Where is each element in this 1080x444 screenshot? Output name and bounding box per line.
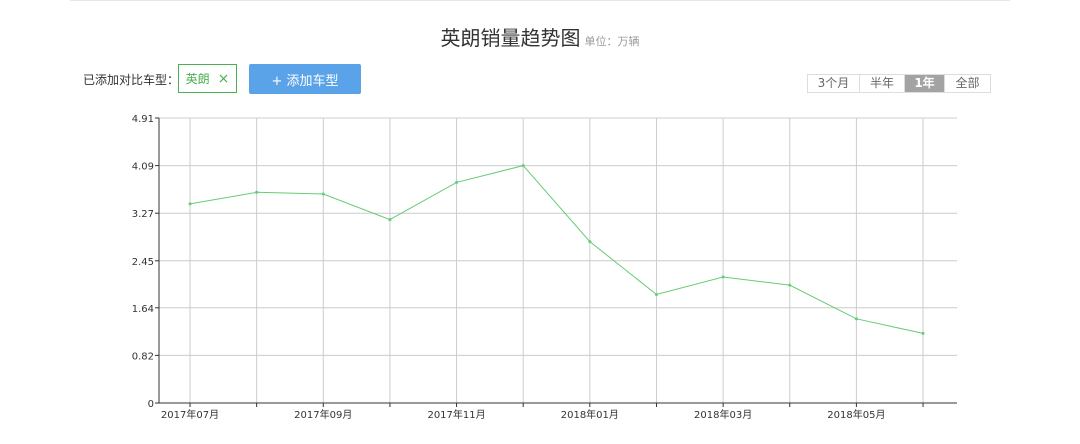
x-tick-label: 2017年11月 xyxy=(427,408,485,421)
data-point xyxy=(588,240,592,244)
y-tick-label: 0.82 xyxy=(132,351,154,362)
y-tick-label: 3.27 xyxy=(132,209,154,220)
data-point xyxy=(455,180,459,184)
data-point xyxy=(255,190,259,194)
y-tick-label: 4.91 xyxy=(132,114,154,125)
data-point xyxy=(321,192,325,196)
tab-1-year[interactable]: 1年 xyxy=(905,75,945,92)
data-point xyxy=(388,218,392,222)
tab-half-year[interactable]: 半年 xyxy=(860,75,905,92)
add-model-button[interactable]: + 添加车型 xyxy=(249,64,361,94)
y-tick-label: 0 xyxy=(148,399,154,410)
top-divider xyxy=(70,0,1010,1)
data-point xyxy=(788,283,792,287)
data-point xyxy=(521,164,525,168)
x-tick-label: 2018年05月 xyxy=(827,408,885,421)
model-tag: 英朗 × xyxy=(178,64,237,93)
y-tick-label: 4.09 xyxy=(132,162,154,173)
tab-all[interactable]: 全部 xyxy=(945,75,990,92)
y-tick-label: 2.45 xyxy=(132,257,154,268)
unit-label: 单位：万辆 xyxy=(584,35,640,48)
data-point xyxy=(721,275,725,279)
x-tick-label: 2017年07月 xyxy=(161,408,219,421)
series-line xyxy=(189,165,924,334)
chart-title: 英朗销量趋势图 xyxy=(440,26,581,50)
data-point xyxy=(921,331,925,335)
data-point xyxy=(654,292,658,296)
close-icon[interactable]: × xyxy=(217,70,230,87)
tab-3-months[interactable]: 3个月 xyxy=(808,75,860,92)
data-point xyxy=(188,202,192,206)
y-tick-label: 1.64 xyxy=(132,304,154,315)
x-tick-label: 2018年01月 xyxy=(561,408,619,421)
time-range-tabs: 3个月 半年 1年 全部 xyxy=(807,74,991,93)
chart-header: 英朗销量趋势图 单位：万辆 xyxy=(0,22,1080,51)
data-point xyxy=(854,317,858,321)
compare-label: 已添加对比车型： xyxy=(83,73,180,87)
model-tag-label: 英朗 xyxy=(185,72,210,86)
x-tick-label: 2017年09月 xyxy=(294,408,352,421)
x-tick-label: 2018年03月 xyxy=(694,408,752,421)
